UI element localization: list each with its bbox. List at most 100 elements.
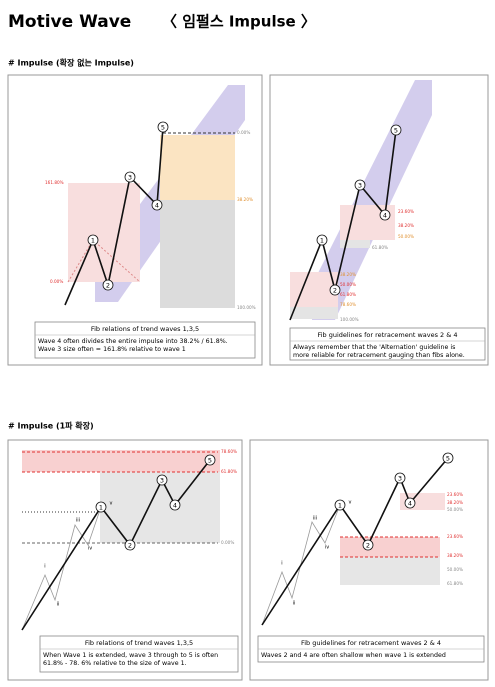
level-label: 38.20% [237, 197, 253, 202]
caption-line: Always remember that the 'Alternation' g… [293, 344, 455, 351]
caption-title: Fib relations of trend waves 1,3,5 [91, 325, 199, 333]
zone [160, 135, 235, 200]
level-label: 61.80% [447, 581, 463, 586]
wave-label: 4 [173, 502, 177, 510]
level-label: 61.80% [372, 245, 388, 250]
caption-line: more reliable for retracement gauging th… [293, 352, 465, 359]
wave-label: 2 [333, 287, 337, 295]
wave-marker [157, 121, 169, 133]
zone [68, 183, 140, 282]
level-label: 78.60% [340, 302, 356, 307]
wave-label: 1 [338, 502, 342, 510]
subwave-label: ii [57, 602, 60, 608]
wave-label: 1 [320, 237, 324, 245]
level-label: 50.00% [447, 567, 463, 572]
subwave-label: v [349, 500, 352, 506]
subwave-label: iii [76, 518, 80, 524]
level-label: 50.00% [398, 234, 414, 239]
wave-marker [151, 199, 163, 211]
level-label: 23.60% [398, 209, 414, 214]
title: Motive Wave [8, 12, 131, 32]
level-label: 38.20% [447, 553, 463, 558]
level-label: 161.80% [45, 180, 64, 185]
level-label: 23.60% [447, 492, 463, 497]
wave-marker [316, 234, 328, 246]
wave-label: 5 [446, 455, 450, 463]
zone [290, 307, 338, 319]
wave-marker [87, 234, 99, 246]
wave-label: 2 [128, 542, 132, 550]
wave-line [21, 459, 211, 631]
wave-marker [156, 474, 168, 486]
level-label: 100.00% [340, 317, 359, 322]
caption-title: Fib guidelines for retracement waves 2 &… [317, 331, 457, 339]
caption-line: Waves 2 and 4 are often shallow when wav… [261, 652, 446, 659]
subwave-label: iii [313, 516, 317, 522]
zone [340, 240, 370, 248]
level-label: 50.00% [340, 282, 356, 287]
caption-line: Wave 3 size often = 161.8% relative to w… [38, 346, 186, 353]
level-label: 50.00% [447, 507, 463, 512]
wave-marker [329, 284, 341, 296]
wave-marker [95, 501, 107, 513]
wave-marker [362, 539, 374, 551]
subtitle: 〈 임펄스 Impulse 〉 [162, 13, 316, 31]
level-label: 0.00% [50, 279, 63, 284]
caption-line: When Wave 1 is extended, wave 3 through … [43, 652, 218, 659]
wave-line [289, 129, 397, 321]
wave-label: 5 [208, 457, 212, 465]
wave-line [261, 457, 449, 626]
caption-box [39, 635, 239, 673]
subwave-label: iv [88, 546, 92, 552]
wave-marker [124, 539, 136, 551]
caption-box [289, 327, 486, 361]
wave-label: 3 [128, 174, 132, 182]
wave-label: 3 [358, 182, 362, 190]
caption-title: Fib relations of trend waves 1,3,5 [85, 639, 193, 647]
wave-line [64, 126, 164, 306]
wave-marker [334, 499, 346, 511]
wave-marker [394, 472, 406, 484]
wave-label: 4 [155, 202, 159, 210]
level-label: 61.80% [221, 469, 237, 474]
level-label: 100.00% [237, 305, 256, 310]
zone [160, 200, 235, 308]
section-heading: # Impulse (확장 없는 Impulse) [8, 58, 134, 68]
caption-title: Fib guidelines for retracement waves 2 &… [301, 639, 441, 647]
wave-label: 2 [106, 282, 110, 290]
wave-marker [442, 452, 454, 464]
subwave-label: iv [325, 545, 329, 551]
level-label: 61.80% [340, 292, 356, 297]
wave-label: 4 [408, 500, 412, 508]
level-label: 0.00% [221, 540, 234, 545]
wave-label: 1 [91, 237, 95, 245]
wave-marker [404, 497, 416, 509]
wave-marker [354, 179, 366, 191]
zone [340, 537, 440, 557]
wave-marker [124, 171, 136, 183]
subwave-label: i [44, 564, 45, 570]
zone [340, 557, 440, 585]
level-label: 0.00% [237, 130, 250, 135]
wave-label: 4 [383, 212, 387, 220]
caption-line: 61.8% - 78. 6% relative to the size of w… [43, 660, 187, 667]
wave-marker [204, 454, 216, 466]
level-label: 23.60% [447, 534, 463, 539]
subwave-label: v [110, 501, 113, 507]
level-label: 78.60% [221, 449, 237, 454]
wave-marker [379, 209, 391, 221]
wave-label: 5 [161, 124, 165, 132]
section-heading: # Impulse (1파 확장) [8, 421, 94, 431]
wave-label: 3 [160, 477, 164, 485]
wave-label: 2 [366, 542, 370, 550]
level-label: 38.20% [398, 223, 414, 228]
caption-line: Wave 4 often divides the entire impulse … [38, 338, 228, 345]
caption-box [34, 321, 256, 359]
level-label: 38.20% [447, 500, 463, 505]
wave-label: 1 [99, 504, 103, 512]
wave-marker [102, 279, 114, 291]
subwave-label: i [281, 561, 282, 567]
wave-marker [169, 499, 181, 511]
wave-marker [390, 124, 402, 136]
